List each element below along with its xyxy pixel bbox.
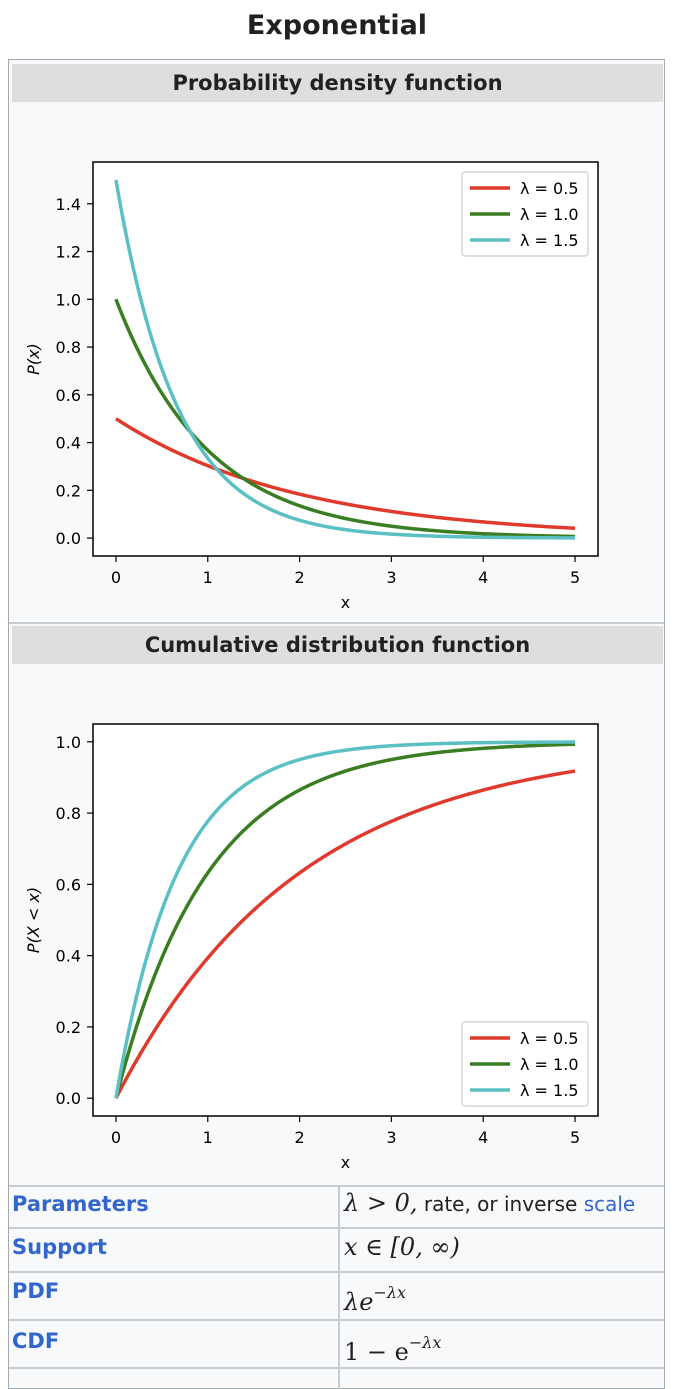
series-line-2	[114, 740, 576, 1099]
y-tick-label: 0.6	[56, 386, 81, 405]
y-tick-label: 0.4	[56, 947, 81, 966]
legend-box	[461, 1021, 589, 1107]
y-tick-label: 1.0	[56, 290, 81, 309]
y-tick-label: 0.2	[56, 1018, 81, 1037]
series-line-0	[114, 769, 576, 1099]
column-divider	[338, 1273, 340, 1321]
axes-frame	[92, 161, 599, 557]
x-tick-label: 2	[294, 568, 304, 587]
legend-label: λ = 0.5	[520, 1029, 579, 1048]
table-row: Parameters λ > 0, rate, or inverse scale	[9, 1185, 664, 1229]
x-axis-label: x	[341, 593, 350, 612]
cdf-section-header: Cumulative distribution function	[12, 626, 663, 664]
support-value: x ∈ [0, ∞)	[344, 1233, 460, 1261]
legend-label: λ = 1.0	[520, 205, 579, 224]
column-divider	[338, 1187, 340, 1229]
infobox-title: Exponential	[246, 10, 428, 41]
parameters-value: λ > 0, rate, or inverse scale	[344, 1189, 635, 1217]
x-tick-label: 2	[294, 1128, 304, 1147]
y-tick-label: 0.4	[56, 434, 81, 453]
pdf-section-header: Probability density function	[12, 64, 663, 102]
x-tick-label: 0	[111, 568, 121, 587]
series-line-0	[115, 417, 576, 531]
parameters-math: λ > 0,	[344, 1189, 418, 1217]
table-row: CDF 1 − e−λx	[9, 1319, 664, 1369]
series-line-2	[114, 179, 576, 540]
pdf-formula-base: λe	[344, 1288, 374, 1316]
cdf-formula-base: 1 − e	[344, 1338, 409, 1366]
x-tick-label: 1	[203, 1128, 213, 1147]
y-tick-label: 0.8	[56, 804, 81, 823]
cdf-chart-container: 0 1 2 3 4 5 0.0 0.2 0.4 0.6 0.8 1.0 x P(X < x) λ = 0.5…	[9, 664, 664, 1188]
legend-label: λ = 1.5	[520, 231, 579, 250]
x-tick-label: 1	[203, 568, 213, 587]
parameters-link[interactable]: Parameters	[12, 1192, 149, 1216]
column-divider	[338, 1321, 340, 1369]
y-tick-label: 0.2	[56, 481, 81, 500]
section-divider	[9, 622, 664, 624]
pdf-link[interactable]: PDF	[12, 1279, 60, 1303]
infobox: Probability density function 0 1 2 3 4 5 0.0 0.…	[8, 59, 665, 1389]
axes-frame	[92, 723, 599, 1117]
y-tick-label: 1.4	[56, 195, 81, 214]
x-axis-label: x	[341, 1153, 350, 1172]
x-tick-label: 0	[111, 1128, 121, 1147]
column-divider	[338, 1229, 340, 1273]
x-tick-label: 4	[478, 568, 488, 587]
x-tick-label: 5	[570, 1128, 580, 1147]
table-row: Support x ∈ [0, ∞)	[9, 1227, 664, 1273]
x-tick-label: 4	[478, 1128, 488, 1147]
y-axis-label: P(x)	[24, 343, 43, 375]
cdf-chart: 0 1 2 3 4 5 0.0 0.2 0.4 0.6 0.8 1.0 x P(X < x) λ = 0.5…	[24, 723, 599, 1172]
x-tick-label: 3	[386, 568, 396, 587]
support-link[interactable]: Support	[12, 1235, 107, 1259]
pdf-chart-container: 0 1 2 3 4 5 0.0 0.2 0.4 0.6 0.8 1.0 1.2 1.4 x P(x) λ = 0…	[9, 102, 664, 628]
x-tick-label: 5	[570, 568, 580, 587]
pdf-formula: λe−λx	[344, 1283, 406, 1316]
legend-label: λ = 0.5	[520, 179, 579, 198]
y-tick-label: 0.6	[56, 875, 81, 894]
legend-label: λ = 1.0	[520, 1055, 579, 1074]
series-line-1	[114, 742, 576, 1099]
x-tick-label: 3	[386, 1128, 396, 1147]
y-tick-label: 0.0	[56, 1089, 81, 1108]
y-tick-label: 0.8	[56, 338, 81, 357]
legend-box	[461, 171, 589, 257]
y-tick-label: 1.0	[56, 733, 81, 752]
cdf-link[interactable]: CDF	[12, 1329, 60, 1353]
table-row: PDF λe−λx	[9, 1271, 664, 1321]
y-tick-label: 0.0	[56, 529, 81, 548]
pdf-formula-exponent: −λx	[373, 1283, 406, 1302]
parameters-text: rate, or inverse	[417, 1192, 584, 1216]
y-tick-label: 1.2	[56, 243, 81, 262]
cdf-formula-exponent: −λx	[408, 1333, 442, 1352]
scale-link[interactable]: scale	[583, 1192, 636, 1216]
column-divider	[338, 1369, 340, 1389]
pdf-chart: 0 1 2 3 4 5 0.0 0.2 0.4 0.6 0.8 1.0 1.2 1.4 x P(x) λ = 0…	[24, 161, 599, 612]
table-row	[9, 1367, 664, 1389]
cdf-formula: 1 − e−λx	[344, 1333, 441, 1366]
y-axis-label: P(X < x)	[24, 887, 43, 953]
legend-label: λ = 1.5	[520, 1081, 579, 1100]
